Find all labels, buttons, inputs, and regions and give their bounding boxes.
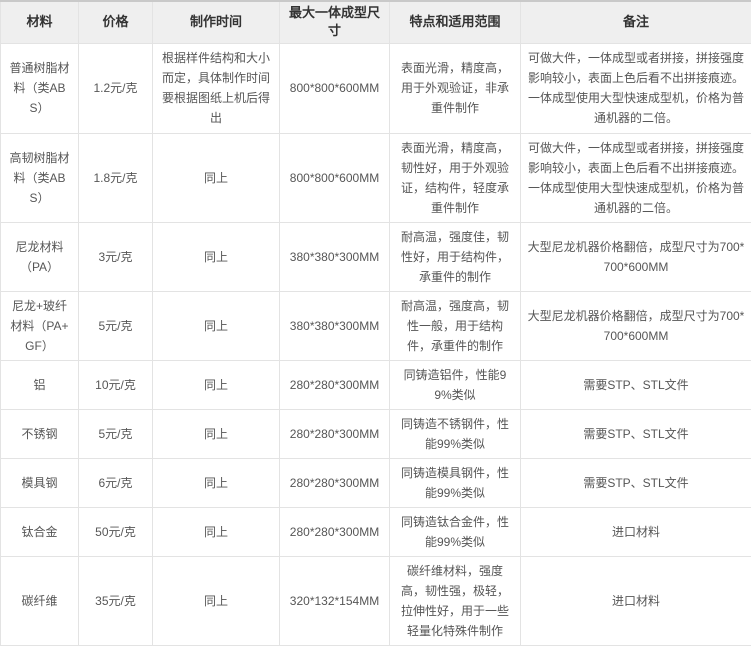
cell-notes: 需要STP、STL文件 — [521, 458, 751, 507]
cell-size: 280*280*300MM — [280, 360, 390, 409]
cell-material: 普通树脂材料（类ABS） — [1, 43, 79, 133]
cell-material: 尼龙+玻纤材料（PA+GF） — [1, 291, 79, 360]
cell-price: 10元/克 — [79, 360, 153, 409]
cell-notes: 需要STP、STL文件 — [521, 409, 751, 458]
cell-time: 同上 — [153, 409, 280, 458]
cell-size: 280*280*300MM — [280, 458, 390, 507]
column-header-notes: 备注 — [521, 1, 751, 43]
header-row: 材料价格制作时间最大一体成型尺寸特点和适用范围备注 — [1, 1, 751, 43]
cell-size: 320*132*154MM — [280, 556, 390, 645]
cell-price: 5元/克 — [79, 291, 153, 360]
cell-time: 同上 — [153, 458, 280, 507]
cell-features: 同铸造模具钢件，性能99%类似 — [390, 458, 521, 507]
cell-price: 3元/克 — [79, 222, 153, 291]
cell-features: 表面光滑，精度高，用于外观验证，非承重件制作 — [390, 43, 521, 133]
cell-notes: 需要STP、STL文件 — [521, 360, 751, 409]
cell-notes: 大型尼龙机器价格翻倍，成型尺寸为700*700*600MM — [521, 222, 751, 291]
cell-time: 同上 — [153, 507, 280, 556]
column-header-material: 材料 — [1, 1, 79, 43]
cell-material: 不锈钢 — [1, 409, 79, 458]
cell-time: 同上 — [153, 222, 280, 291]
cell-notes: 进口材料 — [521, 556, 751, 645]
cell-notes: 大型尼龙机器价格翻倍，成型尺寸为700*700*600MM — [521, 291, 751, 360]
cell-notes: 可做大件，一体成型或者拼接，拼接强度影响较小，表面上色后看不出拼接痕迹。一体成型… — [521, 43, 751, 133]
cell-material: 铝 — [1, 360, 79, 409]
cell-features: 耐高温，强度高，韧性一般，用于结构件，承重件的制作 — [390, 291, 521, 360]
cell-price: 1.8元/克 — [79, 133, 153, 222]
cell-price: 35元/克 — [79, 556, 153, 645]
cell-price: 50元/克 — [79, 507, 153, 556]
cell-features: 碳纤维材料，强度高，韧性强，极轻，拉伸性好，用于一些轻量化特殊件制作 — [390, 556, 521, 645]
table-row: 普通树脂材料（类ABS）1.2元/克根据样件结构和大小而定，具体制作时间要根据图… — [1, 43, 751, 133]
cell-material: 碳纤维 — [1, 556, 79, 645]
cell-size: 800*800*600MM — [280, 43, 390, 133]
cell-features: 耐高温，强度佳，韧性好，用于结构件，承重件的制作 — [390, 222, 521, 291]
cell-size: 380*380*300MM — [280, 291, 390, 360]
cell-time: 同上 — [153, 360, 280, 409]
cell-material: 模具钢 — [1, 458, 79, 507]
cell-time: 根据样件结构和大小而定，具体制作时间要根据图纸上机后得出 — [153, 43, 280, 133]
cell-features: 同铸造不锈钢件，性能99%类似 — [390, 409, 521, 458]
column-header-time: 制作时间 — [153, 1, 280, 43]
table-body: 普通树脂材料（类ABS）1.2元/克根据样件结构和大小而定，具体制作时间要根据图… — [1, 43, 751, 645]
cell-size: 280*280*300MM — [280, 409, 390, 458]
cell-time: 同上 — [153, 291, 280, 360]
cell-features: 表面光滑，精度高，韧性好，用于外观验证，结构件，轻度承重件制作 — [390, 133, 521, 222]
cell-price: 6元/克 — [79, 458, 153, 507]
cell-size: 800*800*600MM — [280, 133, 390, 222]
cell-time: 同上 — [153, 556, 280, 645]
cell-notes: 可做大件，一体成型或者拼接，拼接强度影响较小，表面上色后看不出拼接痕迹。一体成型… — [521, 133, 751, 222]
cell-material: 钛合金 — [1, 507, 79, 556]
cell-notes: 进口材料 — [521, 507, 751, 556]
cell-price: 5元/克 — [79, 409, 153, 458]
column-header-features: 特点和适用范围 — [390, 1, 521, 43]
column-header-size: 最大一体成型尺寸 — [280, 1, 390, 43]
cell-material: 高韧树脂材料（类ABS） — [1, 133, 79, 222]
cell-size: 280*280*300MM — [280, 507, 390, 556]
cell-features: 同铸造铝件，性能99%类似 — [390, 360, 521, 409]
cell-time: 同上 — [153, 133, 280, 222]
cell-material: 尼龙材料（PA） — [1, 222, 79, 291]
cell-price: 1.2元/克 — [79, 43, 153, 133]
column-header-price: 价格 — [79, 1, 153, 43]
cell-features: 同铸造钛合金件，性能99%类似 — [390, 507, 521, 556]
cell-size: 380*380*300MM — [280, 222, 390, 291]
